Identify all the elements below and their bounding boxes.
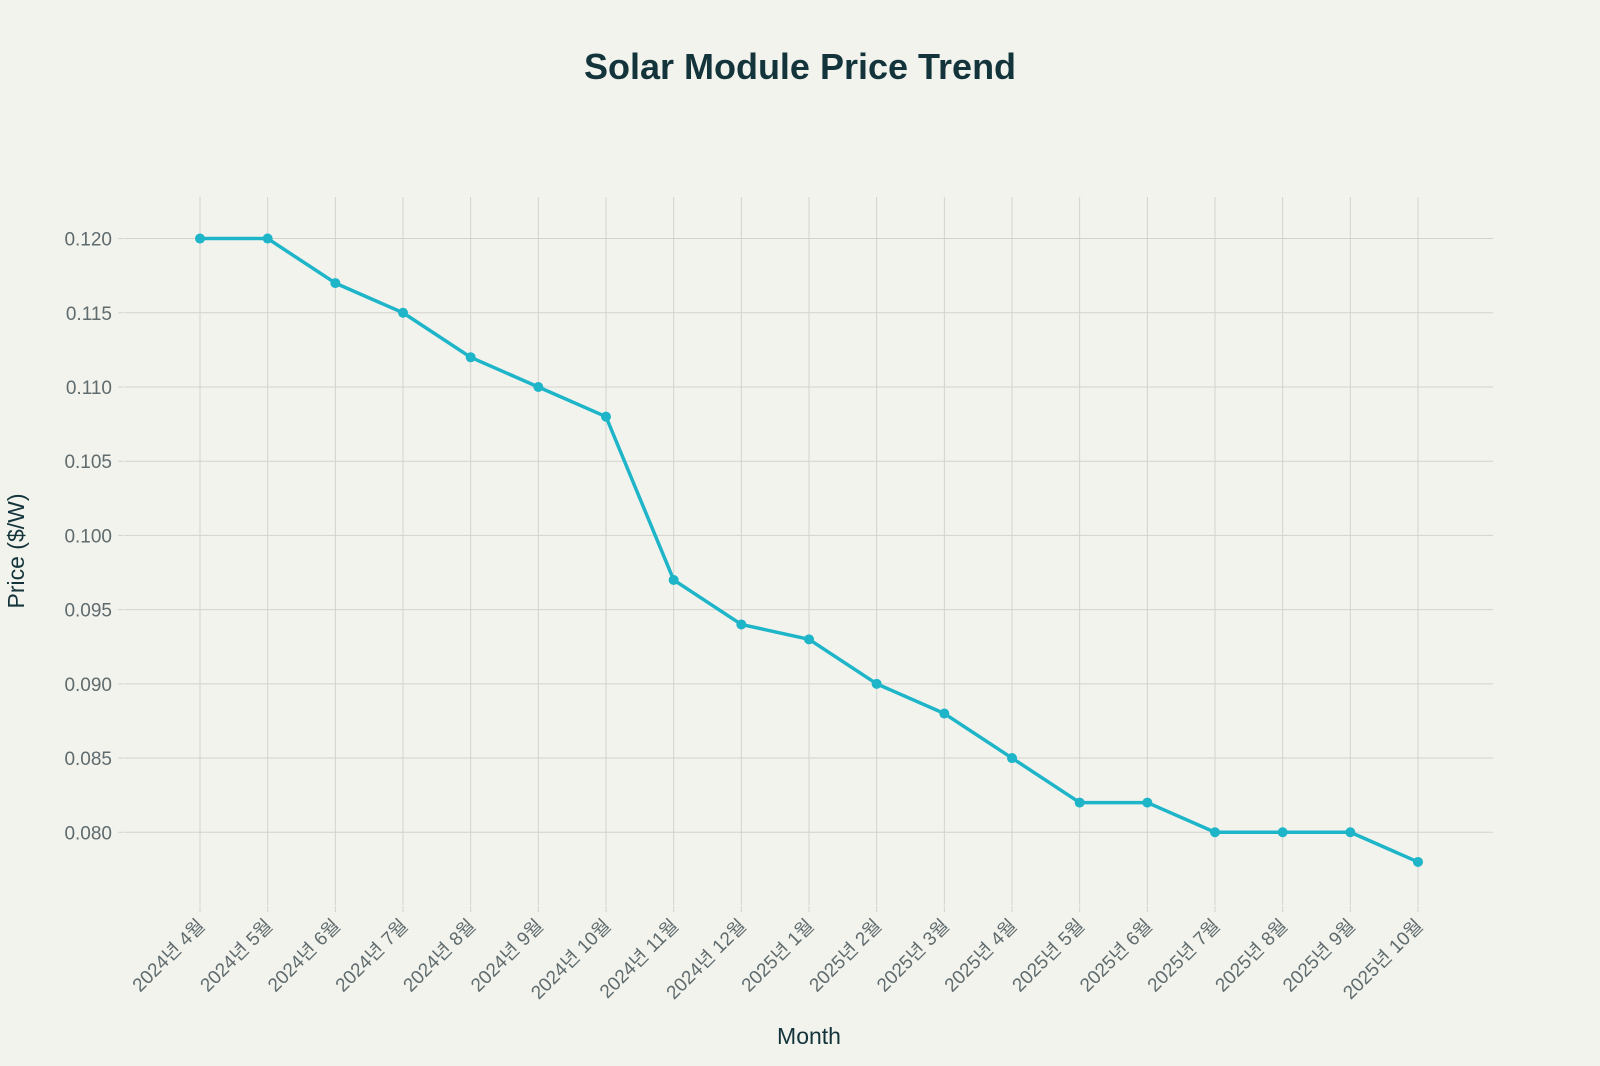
y-tick-label: 0.080: [64, 823, 112, 844]
x-tick-label: 2025년 6월: [1075, 915, 1156, 996]
x-tick-label: 2024년 5월: [196, 915, 277, 996]
data-point: [398, 307, 408, 318]
data-point: [195, 233, 205, 244]
series-price: [195, 233, 1423, 867]
data-point: [736, 619, 747, 630]
data-point: [804, 634, 814, 645]
y-tick-label: 0.110: [66, 378, 112, 399]
x-axis-title: Month: [777, 1023, 841, 1049]
data-point: [939, 708, 950, 719]
x-tick-label: 2025년 3월: [872, 915, 953, 996]
x-tick-label: 2025년 7월: [1143, 915, 1224, 996]
data-point: [465, 352, 476, 363]
data-point: [668, 574, 679, 585]
data-point: [1413, 856, 1423, 867]
x-tick-label: 2024년 8월: [399, 915, 480, 996]
y-tick-label: 0.085: [64, 749, 112, 770]
data-point: [330, 278, 341, 289]
x-tick-label: 2024년 4월: [128, 915, 209, 996]
data-point: [1210, 827, 1220, 838]
data-point: [1007, 753, 1017, 764]
chart-title: Solar Module Price Trend: [584, 46, 1016, 87]
x-tick-label: 2024년 6월: [263, 915, 344, 996]
data-point: [601, 411, 611, 422]
y-tick-label: 0.120: [64, 230, 112, 251]
data-point: [262, 233, 273, 244]
y-tick-label: 0.100: [64, 526, 112, 547]
data-point: [533, 381, 544, 392]
grid: [125, 197, 1493, 905]
x-tick-label: 2025년 1월: [737, 915, 818, 996]
y-axis-title: Price ($/W): [3, 494, 29, 609]
x-tick-label: 2025년 2월: [805, 915, 886, 996]
data-point: [1074, 797, 1085, 808]
x-tick-label: 2025년 8월: [1211, 915, 1292, 996]
y-tick-label: 0.095: [64, 601, 112, 622]
data-point: [1277, 827, 1288, 838]
data-point: [871, 678, 882, 689]
y-tick-label: 0.090: [64, 675, 112, 696]
y-tick-label: 0.115: [66, 304, 112, 325]
data-point: [1142, 797, 1153, 808]
data-point: [1345, 827, 1356, 838]
x-tick-label: 2025년 5월: [1008, 915, 1089, 996]
y-tick-label: 0.105: [64, 452, 112, 473]
x-tick-label: 2025년 4월: [940, 915, 1021, 996]
y-axis-ticks: 0.080 0.085 0.090 0.095 0.100 0.105 0.110 0.115…: [64, 230, 124, 844]
x-tick-label: 2024년 7월: [331, 915, 412, 996]
